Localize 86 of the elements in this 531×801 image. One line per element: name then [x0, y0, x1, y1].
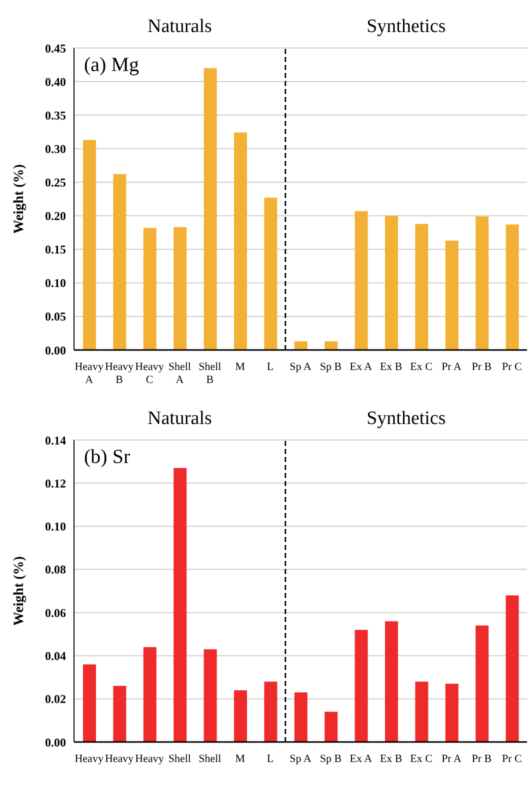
bar — [476, 626, 489, 742]
x-tick-label: Sp A — [290, 753, 312, 765]
bar — [445, 240, 458, 350]
text: Synthetics — [366, 16, 447, 38]
x-tick-label: Ex B — [380, 361, 402, 373]
bar — [354, 211, 368, 350]
bar — [83, 664, 96, 742]
bar — [294, 341, 308, 350]
bar — [143, 647, 156, 742]
bar — [324, 341, 338, 350]
x-tick-label: Heavy C — [135, 361, 164, 386]
bar — [113, 686, 126, 742]
bar — [506, 595, 519, 742]
text: Synthetics — [366, 408, 447, 430]
bar — [324, 712, 338, 742]
x-tick-label: Heavy A — [74, 361, 104, 386]
bar — [174, 468, 187, 742]
bar — [234, 132, 247, 350]
x-tick-label: Heavy B — [104, 361, 134, 386]
x-tick-label: Shell — [168, 753, 192, 765]
bar — [264, 682, 278, 742]
x-tick-label: M — [235, 361, 246, 373]
bar — [204, 68, 217, 350]
y-tick-label: 0.45 — [45, 41, 66, 56]
x-tick-label: Pr A — [442, 753, 462, 765]
bar — [476, 216, 489, 350]
x-tick-label: Shell B — [198, 361, 222, 386]
y-tick-label: 0.08 — [45, 562, 66, 577]
x-tick-label: Ex B — [380, 753, 402, 765]
y-tick-label: 0.35 — [45, 108, 66, 122]
bar — [204, 649, 217, 742]
chart-title: (a) Mg — [84, 54, 139, 77]
x-tick-label: Ex C — [410, 753, 432, 765]
y-axis-title: Weight (%) — [12, 556, 27, 626]
x-tick-label: Pr C — [502, 361, 522, 373]
bar — [113, 174, 126, 350]
x-tick-label: Pr C — [502, 753, 522, 765]
x-tick-label: Heavy — [104, 753, 134, 765]
y-tick-label: 0.20 — [45, 209, 66, 224]
x-tick-label: Pr A — [442, 361, 462, 373]
chart-title: (b) Sr — [84, 446, 130, 469]
x-tick-label: Pr B — [472, 753, 492, 765]
y-tick-label: 0.04 — [45, 648, 66, 663]
y-tick-label: 0.30 — [45, 142, 66, 156]
bar — [294, 692, 308, 742]
x-tick-label: L — [266, 753, 274, 765]
x-tick-label: Sp B — [320, 753, 342, 765]
text: Naturals — [146, 16, 213, 38]
bar — [506, 224, 519, 350]
y-tick-label: 0.06 — [45, 606, 66, 620]
x-tick-label: Heavy — [135, 753, 164, 765]
y-tick-label: 0.02 — [45, 692, 66, 706]
y-tick-label: 0.12 — [45, 476, 66, 490]
y-tick-label: 0.00 — [45, 735, 66, 750]
y-axis-title: Weight (%) — [12, 164, 27, 234]
bar — [385, 621, 398, 742]
text: Naturals — [146, 408, 213, 430]
bar — [385, 216, 398, 350]
bar — [143, 228, 156, 350]
y-tick-label: 0.40 — [45, 74, 66, 89]
x-tick-label: M — [235, 753, 246, 765]
x-tick-label: Sp A — [290, 361, 312, 373]
y-tick-label: 0.25 — [45, 175, 66, 190]
x-tick-label: Ex A — [350, 361, 372, 373]
x-tick-label: Ex A — [350, 753, 372, 765]
bar — [354, 630, 368, 742]
bar — [415, 682, 428, 742]
x-tick-label: Ex C — [410, 361, 432, 373]
x-tick-label: Pr B — [472, 361, 492, 373]
y-tick-label: 0.10 — [45, 276, 66, 290]
bar — [415, 224, 428, 350]
y-tick-label: 0.05 — [45, 310, 66, 324]
x-tick-label: Shell A — [168, 361, 192, 386]
bar — [445, 684, 458, 742]
x-tick-label: Shell — [198, 753, 222, 765]
x-tick-label: Heavy — [74, 753, 104, 765]
y-tick-label: 0.14 — [45, 433, 66, 448]
bar — [264, 198, 278, 350]
y-tick-label: 0.00 — [45, 343, 66, 358]
y-tick-label: 0.10 — [45, 520, 66, 534]
x-tick-label: Sp B — [320, 361, 342, 373]
x-tick-label: L — [266, 361, 274, 373]
y-tick-label: 0.15 — [45, 242, 66, 257]
bar — [234, 690, 247, 742]
bar — [174, 227, 187, 350]
bar — [83, 140, 96, 350]
